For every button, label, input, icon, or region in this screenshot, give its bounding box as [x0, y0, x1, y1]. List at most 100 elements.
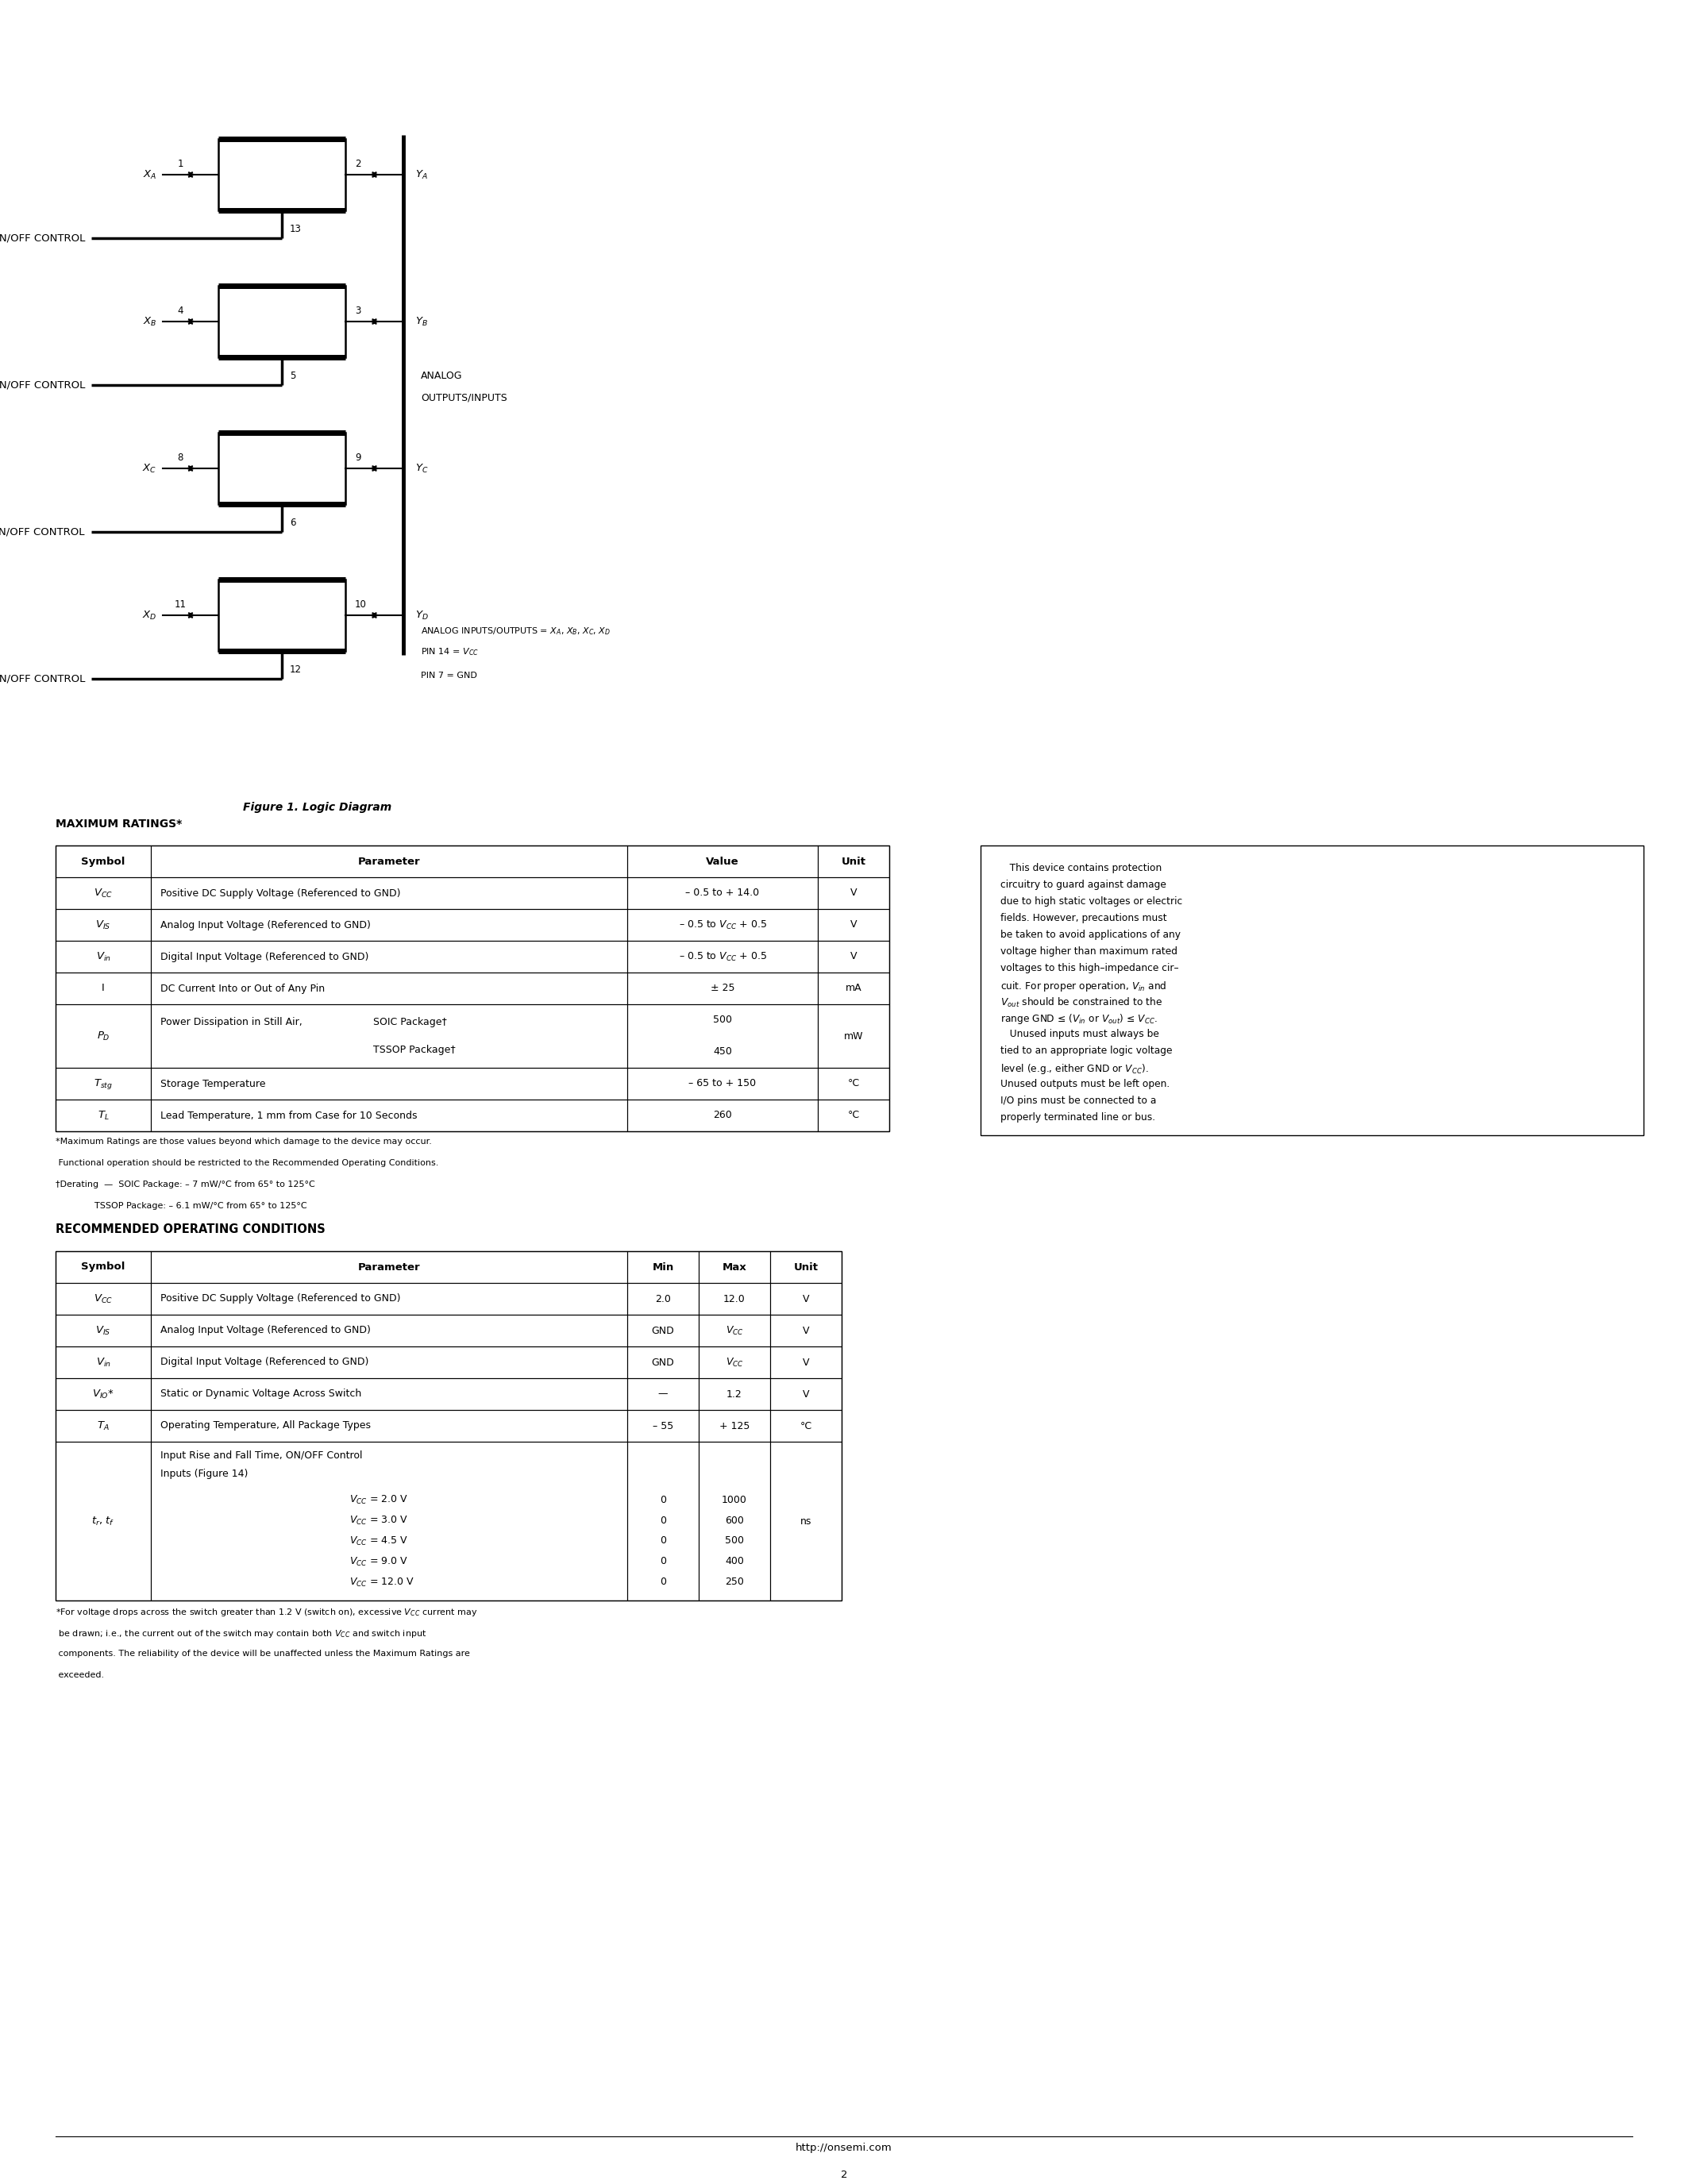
Bar	[628, 972, 817, 1005]
Text: 12.0: 12.0	[724, 1293, 746, 1304]
Bar	[817, 1068, 890, 1099]
Text: GND: GND	[652, 1326, 675, 1337]
Text: $P_D$: $P_D$	[96, 1031, 110, 1042]
Bar	[150, 1378, 628, 1411]
Bar	[770, 1348, 842, 1378]
Text: Power Dissipation in Still Air,: Power Dissipation in Still Air,	[160, 1018, 302, 1026]
Text: Unit: Unit	[841, 856, 866, 867]
Text: Digital Input Voltage (Referenced to GND): Digital Input Voltage (Referenced to GND…	[160, 952, 368, 961]
Bar	[817, 845, 890, 878]
Text: cuit. For proper operation, $V_{in}$ and: cuit. For proper operation, $V_{in}$ and	[1001, 978, 1166, 994]
Text: $V_{CC}$ = 4.5 V: $V_{CC}$ = 4.5 V	[349, 1535, 408, 1546]
Bar	[56, 1378, 150, 1411]
Text: 500: 500	[724, 1535, 744, 1546]
Text: 11: 11	[174, 598, 186, 609]
Text: $X_{A}$: $X_{A}$	[143, 168, 157, 181]
Bar	[628, 1411, 699, 1441]
Bar	[770, 1315, 842, 1348]
Text: Min: Min	[652, 1262, 674, 1273]
Text: 9: 9	[354, 452, 361, 463]
Bar	[150, 1282, 628, 1315]
Text: —: —	[658, 1389, 668, 1400]
Bar	[817, 1099, 890, 1131]
Text: 0: 0	[660, 1535, 667, 1546]
Bar	[56, 1441, 150, 1601]
Bar	[699, 1251, 770, 1282]
Bar	[150, 941, 628, 972]
Text: $V_{CC}$ = 3.0 V: $V_{CC}$ = 3.0 V	[349, 1514, 408, 1527]
Text: $V_{in}$: $V_{in}$	[96, 1356, 111, 1369]
Bar	[56, 878, 150, 909]
Text: †Derating  —  SOIC Package: – 7 mW/°C from 65° to 125°C: †Derating — SOIC Package: – 7 mW/°C from…	[56, 1182, 316, 1188]
Bar	[628, 878, 817, 909]
Bar	[817, 972, 890, 1005]
Bar	[150, 1251, 628, 1282]
Text: PIN 7 = GND: PIN 7 = GND	[420, 673, 478, 679]
Text: $T_L$: $T_L$	[98, 1109, 110, 1120]
Text: mW: mW	[844, 1031, 863, 1042]
Text: I: I	[101, 983, 105, 994]
Bar	[150, 1411, 628, 1441]
Text: Operating Temperature, All Package Types: Operating Temperature, All Package Types	[160, 1420, 371, 1431]
Text: properly terminated line or bus.: properly terminated line or bus.	[1001, 1112, 1155, 1123]
Text: 6: 6	[290, 518, 295, 529]
Text: $t_r$, $t_f$: $t_r$, $t_f$	[91, 1516, 115, 1527]
Text: 1000: 1000	[722, 1494, 748, 1505]
Text: V: V	[851, 952, 858, 961]
Text: Positive DC Supply Voltage (Referenced to GND): Positive DC Supply Voltage (Referenced t…	[160, 1293, 400, 1304]
Text: Inputs (Figure 14): Inputs (Figure 14)	[160, 1468, 248, 1479]
Bar	[699, 1378, 770, 1411]
Text: level (e.g., either GND or $V_{CC}$).: level (e.g., either GND or $V_{CC}$).	[1001, 1061, 1150, 1077]
Bar	[628, 1378, 699, 1411]
Text: 2: 2	[354, 159, 361, 168]
Text: – 65 to + 150: – 65 to + 150	[689, 1079, 756, 1090]
Text: $V_{in}$: $V_{in}$	[96, 950, 111, 963]
Text: components. The reliability of the device will be unaffected unless the Maximum : components. The reliability of the devic…	[56, 1649, 469, 1658]
Text: 400: 400	[724, 1557, 744, 1566]
Bar	[56, 1251, 150, 1282]
Text: $V_{CC}$: $V_{CC}$	[726, 1356, 743, 1369]
Text: http://onsemi.com: http://onsemi.com	[795, 2143, 893, 2153]
Text: 4: 4	[177, 306, 184, 317]
Text: Static or Dynamic Voltage Across Switch: Static or Dynamic Voltage Across Switch	[160, 1389, 361, 1400]
Text: 0: 0	[660, 1494, 667, 1505]
Bar	[56, 1251, 842, 1601]
Text: Symbol: Symbol	[81, 1262, 125, 1273]
Bar	[150, 1068, 628, 1099]
Text: $V_{CC}$ = 2.0 V: $V_{CC}$ = 2.0 V	[349, 1494, 408, 1505]
Text: V: V	[851, 889, 858, 898]
Text: Max: Max	[722, 1262, 746, 1273]
Bar	[56, 1282, 150, 1315]
Text: $X_{C}$: $X_{C}$	[142, 463, 157, 474]
Text: V: V	[802, 1356, 809, 1367]
Text: Input Rise and Fall Time, ON/OFF Control: Input Rise and Fall Time, ON/OFF Control	[160, 1450, 363, 1461]
Text: $Y_{C}$: $Y_{C}$	[415, 463, 429, 474]
Bar	[150, 1315, 628, 1348]
Text: mA: mA	[846, 983, 861, 994]
Bar	[699, 1441, 770, 1601]
Bar	[770, 1251, 842, 1282]
Text: – 0.5 to $V_{CC}$ + 0.5: – 0.5 to $V_{CC}$ + 0.5	[679, 950, 766, 963]
Bar	[628, 1068, 817, 1099]
Bar	[699, 1282, 770, 1315]
Text: This device contains protection: This device contains protection	[1001, 863, 1161, 874]
Text: exceeded.: exceeded.	[56, 1671, 105, 1679]
Bar	[150, 1441, 628, 1601]
Text: ANALOG: ANALOG	[420, 371, 463, 380]
Bar	[628, 1251, 699, 1282]
Text: 0: 0	[660, 1557, 667, 1566]
Bar	[56, 845, 890, 1131]
Bar	[628, 909, 817, 941]
Bar	[56, 941, 150, 972]
Text: – 55: – 55	[653, 1420, 674, 1431]
Text: DC Current Into or Out of Any Pin: DC Current Into or Out of Any Pin	[160, 983, 324, 994]
Text: 10: 10	[354, 598, 366, 609]
Text: 3: 3	[354, 306, 361, 317]
Text: voltage higher than maximum rated: voltage higher than maximum rated	[1001, 946, 1178, 957]
Bar	[628, 941, 817, 972]
Bar	[817, 1005, 890, 1068]
Text: Storage Temperature: Storage Temperature	[160, 1079, 265, 1090]
Text: GND: GND	[652, 1356, 675, 1367]
Text: 8: 8	[177, 452, 184, 463]
Text: Unused inputs must always be: Unused inputs must always be	[1001, 1029, 1160, 1040]
